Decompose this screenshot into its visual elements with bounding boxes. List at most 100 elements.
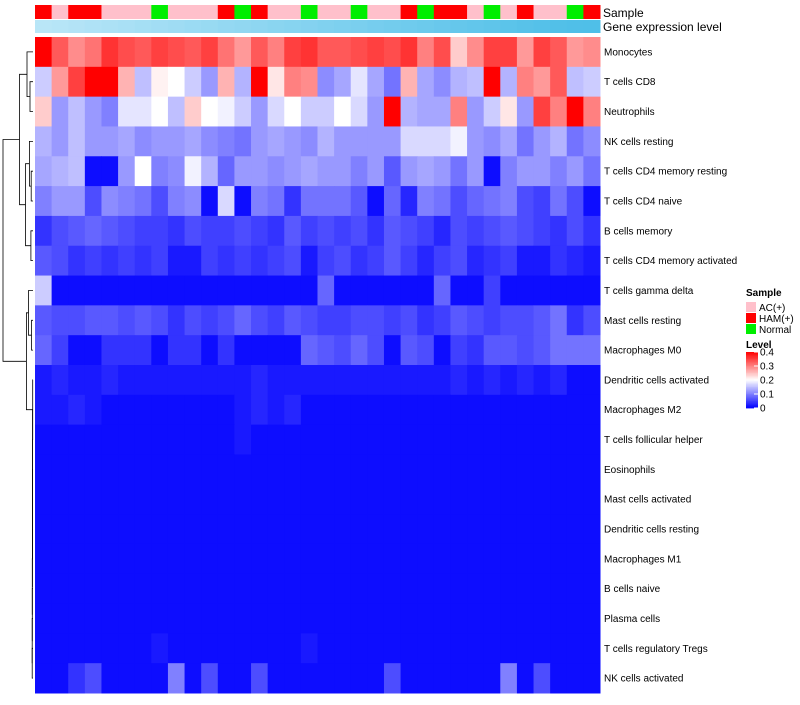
heatmap-cell bbox=[268, 604, 285, 634]
heatmap-cell bbox=[583, 97, 600, 127]
dendrogram-branch bbox=[30, 82, 33, 112]
heatmap-cell bbox=[384, 633, 401, 663]
heatmap-cell bbox=[301, 484, 318, 514]
heatmap-cell bbox=[135, 544, 152, 574]
heatmap-cell bbox=[234, 186, 251, 216]
heatmap-cell bbox=[284, 514, 301, 544]
track-label-sample: Sample bbox=[603, 6, 644, 20]
heatmap-cell bbox=[201, 216, 218, 246]
heatmap-cell bbox=[318, 216, 335, 246]
heatmap-cell bbox=[384, 305, 401, 335]
heatmap-cell bbox=[550, 604, 567, 634]
heatmap-cell bbox=[135, 663, 152, 693]
heatmap-cell bbox=[52, 246, 69, 276]
heatmap-cell bbox=[284, 67, 301, 97]
heatmap-cell bbox=[318, 425, 335, 455]
heatmap-cell bbox=[534, 305, 551, 335]
heatmap-cell bbox=[151, 246, 168, 276]
heatmap-cell bbox=[484, 276, 501, 306]
heatmap-cell bbox=[550, 246, 567, 276]
heatmap-cell bbox=[68, 156, 85, 186]
heatmap-cell bbox=[484, 126, 501, 156]
heatmap-cell bbox=[417, 246, 434, 276]
heatmap-cell bbox=[234, 216, 251, 246]
heatmap-cell bbox=[268, 67, 285, 97]
sample-annotation-cell bbox=[583, 5, 600, 19]
heatmap-cell bbox=[251, 37, 268, 67]
heatmap-cell bbox=[401, 97, 418, 127]
heatmap-cell bbox=[434, 126, 451, 156]
heatmap-cell bbox=[467, 663, 484, 693]
heatmap-cell bbox=[284, 126, 301, 156]
heatmap-cell bbox=[417, 454, 434, 484]
heatmap-cell bbox=[467, 514, 484, 544]
sample-annotation-cell bbox=[318, 5, 335, 19]
heatmap-cell bbox=[168, 544, 185, 574]
heatmap-cell bbox=[284, 216, 301, 246]
heatmap-cell bbox=[135, 156, 152, 186]
expression-annotation-cell bbox=[434, 20, 451, 33]
heatmap-cell bbox=[301, 276, 318, 306]
heatmap-cell bbox=[500, 514, 517, 544]
heatmap-cell bbox=[550, 544, 567, 574]
sample-annotation-cell bbox=[500, 5, 517, 19]
heatmap-cell bbox=[85, 186, 102, 216]
heatmap-cell bbox=[517, 574, 534, 604]
heatmap-cell bbox=[583, 633, 600, 663]
heatmap-cell bbox=[434, 425, 451, 455]
heatmap-cell bbox=[484, 395, 501, 425]
heatmap-cell bbox=[101, 246, 118, 276]
heatmap-cell bbox=[151, 365, 168, 395]
heatmap-cell bbox=[434, 663, 451, 693]
expression-annotation-cell bbox=[318, 20, 335, 33]
heatmap-cell bbox=[85, 484, 102, 514]
heatmap-cell bbox=[201, 305, 218, 335]
row-label: Mast cells activated bbox=[604, 495, 691, 506]
track-label-gene-expression: Gene expression level bbox=[603, 20, 722, 34]
expression-annotation-cell bbox=[567, 20, 584, 33]
heatmap-cell bbox=[301, 156, 318, 186]
heatmap-cell bbox=[201, 156, 218, 186]
heatmap-cell bbox=[318, 126, 335, 156]
heatmap-cell bbox=[301, 305, 318, 335]
heatmap-cell bbox=[417, 97, 434, 127]
heatmap-cell bbox=[567, 633, 584, 663]
expression-annotation-cell bbox=[367, 20, 384, 33]
heatmap-cell bbox=[567, 454, 584, 484]
heatmap-cell bbox=[401, 454, 418, 484]
heatmap-cell bbox=[218, 216, 235, 246]
heatmap-cell bbox=[135, 276, 152, 306]
heatmap-cell bbox=[367, 484, 384, 514]
heatmap-cell bbox=[367, 663, 384, 693]
heatmap-cell bbox=[334, 484, 351, 514]
heatmap-cell bbox=[334, 276, 351, 306]
expression-annotation-cell bbox=[52, 20, 69, 33]
sample-annotation-cell bbox=[135, 5, 152, 19]
heatmap-cell bbox=[318, 454, 335, 484]
heatmap-cell bbox=[68, 97, 85, 127]
heatmap-cell bbox=[401, 514, 418, 544]
heatmap-cell bbox=[567, 126, 584, 156]
heatmap-cell bbox=[52, 126, 69, 156]
heatmap-cell bbox=[101, 335, 118, 365]
heatmap-cell bbox=[118, 395, 135, 425]
heatmap-cell bbox=[367, 604, 384, 634]
heatmap-cell bbox=[450, 276, 467, 306]
heatmap-cell bbox=[401, 186, 418, 216]
heatmap-cell bbox=[351, 454, 368, 484]
heatmap-cell bbox=[218, 514, 235, 544]
heatmap-cell bbox=[185, 246, 202, 276]
legend-sample-entries: AC(+)HAM(+)Normal bbox=[746, 302, 794, 336]
heatmap-cell bbox=[101, 454, 118, 484]
heatmap-cell bbox=[151, 305, 168, 335]
heatmap-cell bbox=[268, 126, 285, 156]
heatmap-cell bbox=[334, 216, 351, 246]
heatmap-cell bbox=[85, 454, 102, 484]
heatmap-cell bbox=[35, 186, 52, 216]
heatmap-cell bbox=[85, 97, 102, 127]
heatmap-cell bbox=[417, 67, 434, 97]
heatmap-cell bbox=[450, 633, 467, 663]
heatmap-cell bbox=[135, 425, 152, 455]
heatmap-cell bbox=[151, 216, 168, 246]
heatmap-cell bbox=[85, 544, 102, 574]
